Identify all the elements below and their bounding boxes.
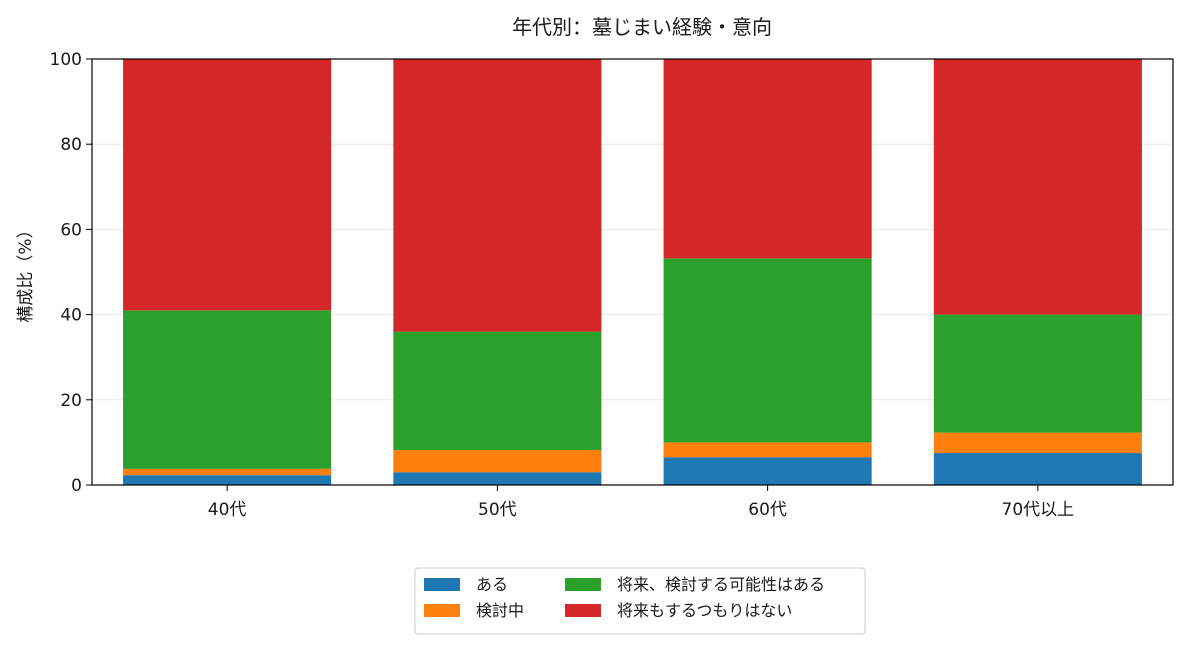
bar-segment [933, 314, 1142, 433]
bar-segment [933, 59, 1142, 315]
legend-swatch [424, 578, 460, 591]
legend-label: 将来、検討する可能性はある [617, 575, 825, 594]
legend-swatch [565, 578, 601, 591]
y-tick-label: 80 [60, 135, 82, 155]
y-tick-label: 0 [71, 476, 82, 496]
legend-label: 検討中 [476, 601, 524, 620]
y-tick-label: 100 [50, 50, 82, 70]
bar-segment [663, 59, 872, 259]
bar-segment [123, 468, 332, 476]
bars [123, 59, 1142, 485]
plot-frame [91, 58, 1174, 486]
legend-frame [414, 567, 866, 635]
x-tick-label: 70代以上 [1002, 500, 1075, 520]
chart-title: 年代別：墓じまい経験・意向 [512, 15, 772, 39]
y-axis: 0 20 40 60 80 100 [50, 50, 92, 496]
x-tick-label: 50代 [478, 500, 517, 520]
y-axis-label: 構成比（%） [16, 221, 36, 322]
legend-swatch [565, 604, 601, 617]
legend-label: ある [476, 575, 508, 594]
bar-segment [393, 331, 602, 451]
legend-label: 将来もするつもりはない [617, 601, 792, 620]
y-tick-label: 20 [60, 391, 82, 411]
bar-segment [393, 450, 602, 473]
bar-segment [663, 442, 872, 458]
bar-segment [393, 59, 602, 332]
y-tick-label: 40 [60, 306, 82, 326]
bar-segment [933, 432, 1142, 454]
x-axis: 40代 50代 60代 70代以上 [208, 485, 1074, 520]
bar-segment [123, 59, 332, 311]
y-tick-label: 60 [60, 220, 82, 240]
bar-segment [933, 453, 1142, 485]
bar-segment [123, 310, 332, 469]
bar-segment [663, 457, 872, 485]
bar-segment [123, 475, 332, 485]
legend-swatch [424, 604, 460, 617]
x-tick-label: 40代 [208, 500, 247, 520]
bar-segment [393, 472, 602, 485]
bar-segment [663, 258, 872, 443]
x-tick-label: 60代 [748, 500, 787, 520]
